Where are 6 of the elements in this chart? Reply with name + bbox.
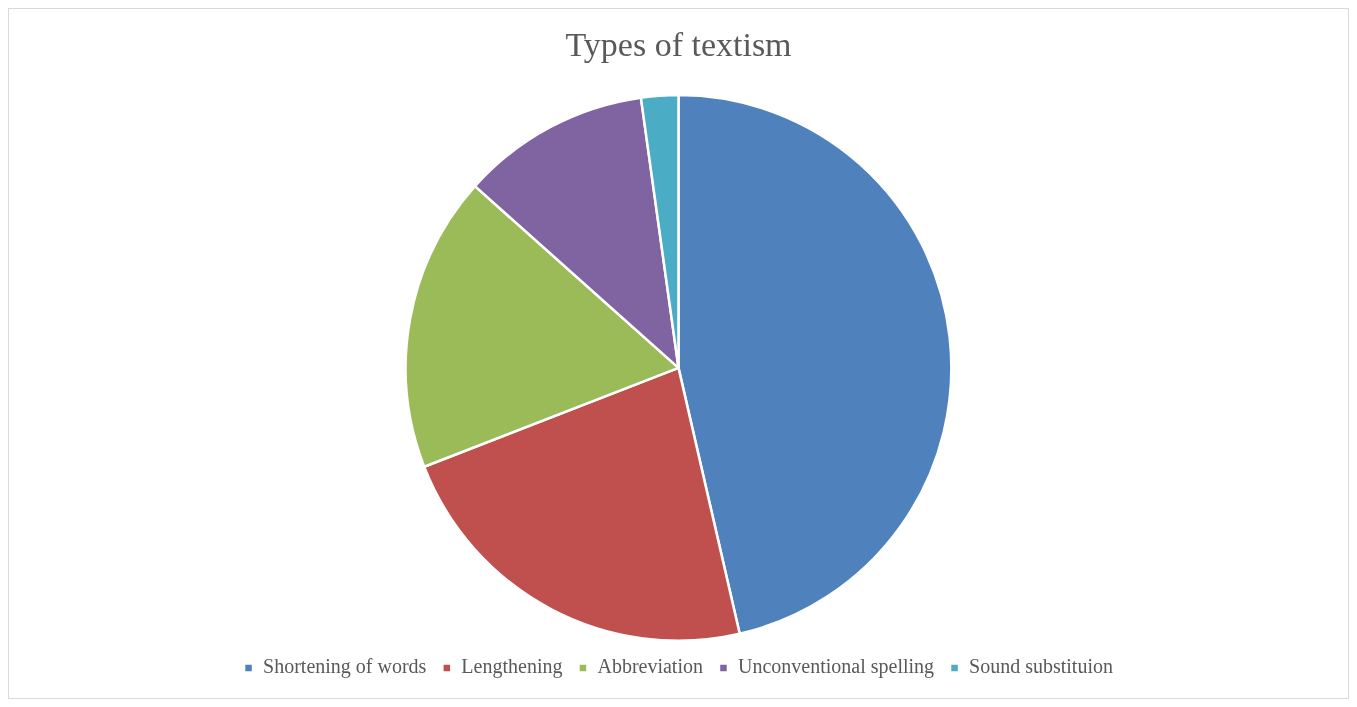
legend-label: Shortening of words: [263, 655, 427, 679]
legend-label: Sound substituion: [969, 655, 1113, 678]
legend-label: Unconventional spelling: [737, 655, 935, 679]
legend-label: Abbreviation: [597, 655, 703, 678]
chart-title: Types of textism: [565, 26, 792, 64]
legend-label: Lengthening: [461, 655, 563, 679]
